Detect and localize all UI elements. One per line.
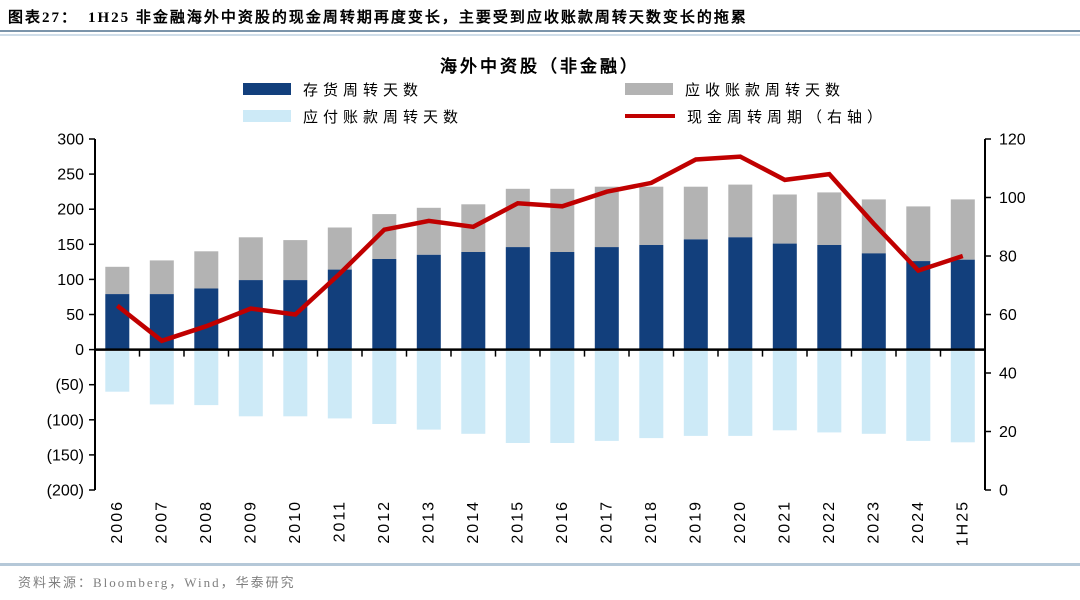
svg-text:250: 250 — [57, 167, 84, 184]
legend-item-inventory-days: 存货周转天数 — [243, 82, 423, 99]
svg-text:300: 300 — [57, 132, 84, 149]
svg-text:2022: 2022 — [821, 500, 838, 544]
cash-cycle-line-swatch — [625, 114, 675, 118]
svg-text:2023: 2023 — [865, 500, 882, 544]
svg-text:20: 20 — [999, 424, 1017, 441]
svg-text:100: 100 — [57, 272, 84, 289]
svg-text:2012: 2012 — [376, 500, 393, 544]
svg-text:2021: 2021 — [776, 500, 793, 544]
svg-text:50: 50 — [66, 307, 84, 324]
svg-text:2013: 2013 — [420, 500, 437, 544]
figure-number: 图表27： — [8, 10, 79, 26]
legend-label: 存货周转天数 — [303, 82, 424, 99]
svg-text:2020: 2020 — [732, 500, 749, 544]
svg-text:40: 40 — [999, 366, 1017, 383]
svg-text:2018: 2018 — [643, 500, 660, 544]
svg-text:(50): (50) — [56, 377, 84, 394]
svg-text:(150): (150) — [47, 447, 84, 464]
header-divider — [0, 30, 1080, 36]
cash-cycle-line — [115, 154, 964, 344]
payable-days-swatch — [243, 110, 291, 122]
svg-text:0: 0 — [999, 483, 1008, 500]
svg-text:2014: 2014 — [465, 500, 482, 544]
svg-text:(200): (200) — [47, 483, 84, 500]
svg-text:2007: 2007 — [153, 500, 170, 544]
stacked-bars — [105, 184, 975, 443]
svg-text:200: 200 — [57, 202, 84, 219]
legend-item-payable-days: 应付账款周转天数 — [243, 109, 463, 126]
svg-text:(100): (100) — [47, 412, 84, 429]
footer-divider — [0, 563, 1080, 566]
axes-and-ticks: 300250200150100500(50)(100)(150)(200)120… — [47, 132, 1026, 500]
svg-text:2008: 2008 — [198, 500, 215, 544]
svg-text:150: 150 — [57, 237, 84, 254]
receivable-days-swatch — [625, 83, 673, 95]
legend-label: 应付账款周转天数 — [303, 109, 464, 126]
chart-title: 海外中资股（非金融） — [440, 57, 640, 76]
svg-text:120: 120 — [999, 132, 1026, 149]
svg-text:2009: 2009 — [242, 500, 259, 544]
svg-text:100: 100 — [999, 190, 1026, 207]
svg-text:80: 80 — [999, 249, 1017, 266]
svg-text:2017: 2017 — [598, 500, 615, 544]
legend-item-receivable-days: 应收账款周转天数 — [625, 82, 845, 99]
svg-text:2010: 2010 — [287, 500, 304, 544]
svg-text:1H25: 1H25 — [954, 500, 971, 546]
legend-item-cash-cycle: 现金周转周期（右轴） — [625, 109, 887, 126]
legend-label: 现金周转周期（右轴） — [687, 109, 888, 126]
svg-text:2016: 2016 — [554, 500, 571, 544]
figure-title: 1H25 非金融海外中资股的现金周转期再度变长，主要受到应收账款周转天数变长的拖… — [88, 10, 748, 26]
svg-text:2019: 2019 — [687, 500, 704, 544]
svg-text:60: 60 — [999, 307, 1017, 324]
svg-text:2006: 2006 — [109, 500, 126, 544]
figure-caption: 图表27： 1H25 非金融海外中资股的现金周转期再度变长，主要受到应收账款周转天… — [8, 6, 1068, 27]
svg-text:0: 0 — [75, 342, 84, 359]
svg-text:2011: 2011 — [331, 500, 348, 542]
x-axis-labels: 2006 2007 2008 2009 2010 2011 2012 2013 2014 2015… — [109, 500, 971, 546]
source-text: 资料来源：Bloomberg，Wind，华泰研究 — [18, 575, 296, 590]
inventory-days-swatch — [243, 83, 291, 95]
svg-text:2024: 2024 — [910, 500, 927, 544]
svg-text:2015: 2015 — [509, 500, 526, 544]
legend-label: 应收账款周转天数 — [685, 82, 846, 99]
